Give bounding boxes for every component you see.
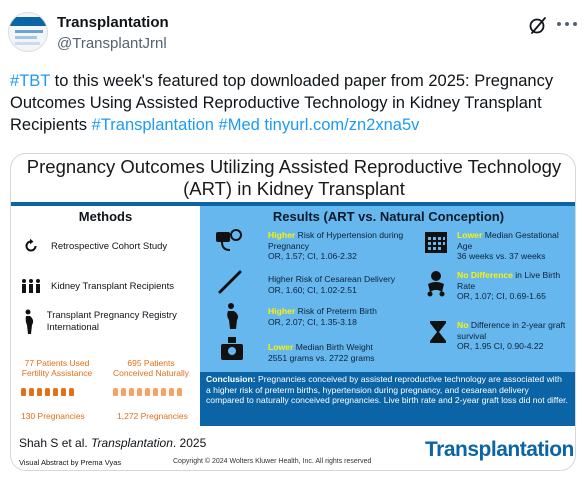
- scalpel-icon: [218, 270, 242, 294]
- calendar-icon: [425, 232, 447, 253]
- people-group-icon: [19, 274, 43, 298]
- display-name[interactable]: Transplantation: [57, 14, 169, 31]
- methods-panel: Methods Retrospective Cohort Study Kidne…: [11, 206, 200, 426]
- result-item: Lower Median Gestational Age 36 weeks vs…: [457, 230, 559, 261]
- tweet-text: #TBT to this week's featured top downloa…: [10, 70, 580, 136]
- hashtag-tbt[interactable]: #TBT: [10, 72, 51, 90]
- divider: [11, 202, 575, 206]
- natural-patients-label: 695 Patients Conceived Naturally: [112, 358, 190, 378]
- results-heading: Results (ART vs. Natural Conception): [272, 209, 505, 224]
- methods-heading: Methods: [78, 209, 133, 224]
- visual-abstract-title: Pregnancy Outcomes Utilizing Assisted Re…: [26, 156, 562, 199]
- media-card[interactable]: Pregnancy Outcomes Utilizing Assisted Re…: [10, 153, 576, 471]
- abstract-author: Visual Abstract by Prema Vyas: [19, 458, 122, 467]
- copyright: Copyright © 2024 Wolters Kluwer Health, …: [173, 458, 372, 465]
- result-item: Higher Risk of Preterm Birth OR, 2.07; C…: [268, 306, 377, 327]
- visual-abstract-footer: Shah S et al. Transplantation. 2025 Visu…: [11, 426, 575, 470]
- method-item: Retrospective Cohort Study: [19, 234, 199, 258]
- pregnant-woman-icon: [227, 303, 238, 329]
- result-item: Higher Risk of Hypertension during Pregn…: [268, 230, 404, 261]
- conclusion-text: Pregnancies conceived by assisted reprod…: [206, 374, 568, 405]
- account-handle[interactable]: @TransplantJrnl: [57, 35, 167, 52]
- art-patients-label: 77 Patients Used Fertility Assistance: [21, 358, 93, 378]
- hashtag-transplantation[interactable]: #Transplantation: [91, 116, 214, 134]
- avatar[interactable]: [8, 12, 48, 52]
- result-item: Higher Risk of Cesarean Delivery OR, 1.6…: [268, 274, 396, 295]
- tweet-link[interactable]: tinyurl.com/zn2xna5v: [264, 116, 420, 134]
- result-item: Lower Median Birth Weight 2551 grams vs.…: [268, 342, 375, 363]
- citation: Shah S et al. Transplantation. 2025: [19, 436, 207, 450]
- method-item: Kidney Transplant Recipients: [19, 274, 199, 298]
- pregnant-woman-icon: [19, 309, 39, 334]
- circular-arrow-icon: [19, 234, 43, 258]
- hourglass-icon: [430, 321, 446, 343]
- conclusion-label: Conclusion:: [206, 374, 256, 384]
- result-item: No Difference in Live Birth Rate OR, 1.0…: [457, 270, 561, 301]
- scale-icon: [221, 337, 243, 360]
- blood-pressure-icon: [216, 229, 242, 251]
- hashtag-med[interactable]: #Med: [218, 116, 260, 134]
- natural-pregnancies-label: 1,272 Pregnancies: [117, 411, 188, 421]
- conclusion-box: Conclusion: Pregnancies conceived by ass…: [200, 372, 575, 426]
- journal-logo: Transplantation: [425, 438, 574, 461]
- tweet-body: to this week's featured top downloaded p…: [10, 72, 554, 134]
- result-item: No Difference in 2-year graft survival O…: [457, 320, 566, 351]
- grok-icon[interactable]: [528, 15, 548, 35]
- art-pregnancies-label: 130 Pregnancies: [21, 411, 85, 421]
- method-item: Transplant Pregnancy Registry Internatio…: [19, 309, 199, 334]
- more-options-icon[interactable]: [557, 22, 577, 28]
- baby-icon: [427, 271, 445, 297]
